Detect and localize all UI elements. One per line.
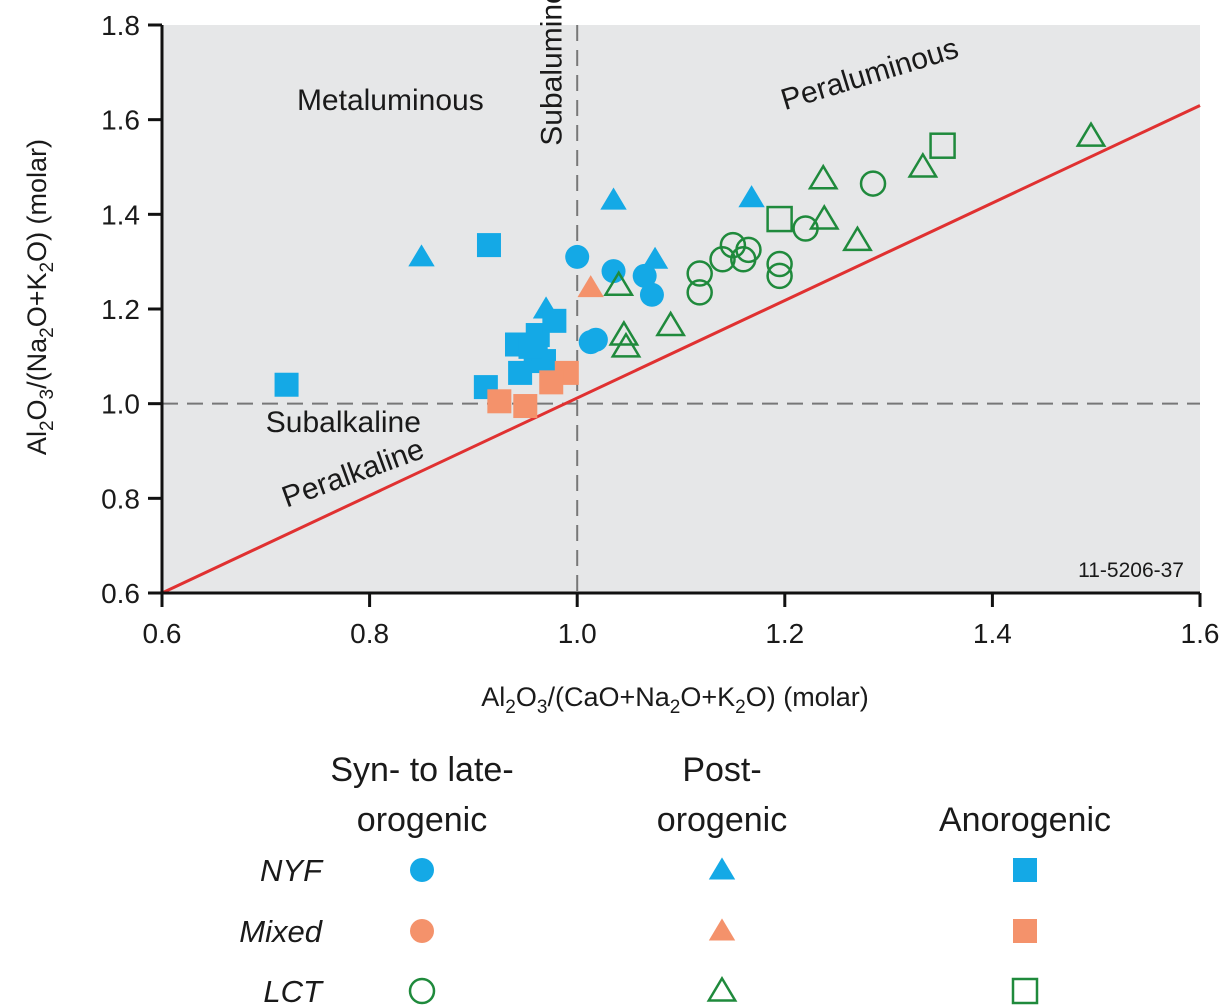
legend-marker-mixed-square — [1013, 919, 1037, 943]
axes: 0.6 0.8 1.0 1.2 1.4 1.6 0.6 0.8 1.0 1.2 1.4 1.6 1.8 A… — [22, 10, 1219, 718]
legend-marker-lct-triangle — [706, 975, 738, 1002]
data-point-nyf-triangle — [738, 185, 765, 208]
figure-code: 11-5206-37 — [1078, 559, 1184, 582]
data-point-nyf-circle — [578, 330, 603, 355]
y-tick-label: 1.6 — [101, 105, 140, 136]
data-point-lct-circle — [709, 246, 736, 273]
data-point-nyf-square — [518, 334, 543, 359]
data-point-lct-triangle — [842, 225, 873, 252]
boundary-line — [161, 104, 1201, 595]
legend-marker-nyf-triangle — [708, 857, 736, 880]
legend-marker-mixed-triangle — [708, 918, 736, 941]
data-point-lct-circle — [766, 250, 793, 278]
x-tick-label: 1.2 — [765, 618, 804, 649]
y-tick-label: 0.6 — [101, 578, 140, 609]
legend-column-header: Anorogenic — [939, 801, 1111, 839]
region-label: Subaluminous — [536, 0, 569, 146]
data-point-nyf-square — [476, 233, 501, 258]
data-point-nyf-circle — [601, 259, 626, 284]
data-point-nyf-square — [542, 308, 567, 333]
data-point-lct-triangle — [808, 204, 840, 230]
data-point-mixed-triangle — [577, 275, 604, 298]
legend-column-header: orogenic — [657, 801, 787, 839]
data-point-lct-triangle — [603, 270, 635, 297]
data-point-nyf-triangle — [641, 246, 669, 269]
data-point-mixed-square — [539, 370, 564, 395]
legend-row-label: LCT — [263, 974, 324, 1008]
data-point-lct-circle — [719, 231, 747, 259]
legend-column-header: Syn- to late- — [330, 751, 513, 789]
data-point-lct-circle — [766, 262, 793, 290]
data-point-lct-circle — [686, 260, 713, 287]
reference-lines — [161, 25, 1201, 595]
data-point-nyf-triangle — [600, 187, 627, 210]
data-point-nyf-circle — [565, 244, 590, 269]
data-point-lct-square — [766, 205, 793, 233]
legend-marker-lct-circle — [408, 977, 436, 1005]
x-tick-label: 1.6 — [1181, 618, 1220, 649]
region-label: Metaluminous — [297, 84, 484, 117]
legend-marker-nyf-square — [1013, 858, 1037, 882]
y-tick-label: 1.8 — [101, 10, 140, 41]
legend-marker-mixed-circle — [410, 919, 434, 943]
legend-marker-lct-square — [1011, 977, 1039, 1005]
data-point-nyf-circle — [639, 282, 664, 307]
y-tick-label: 1.4 — [101, 199, 140, 230]
legend-column-header: orogenic — [357, 801, 487, 839]
y-axis-label: Al2O3/(Na2O+K2O) (molar) — [22, 139, 58, 455]
legend-row-label: NYF — [260, 853, 324, 888]
x-tick-label: 1.0 — [558, 618, 597, 649]
data-point-lct-circle — [730, 246, 757, 273]
x-tick-label: 0.6 — [143, 618, 182, 649]
data-point-lct-triangle — [608, 319, 640, 346]
data-point-nyf-triangle — [408, 244, 435, 267]
x-tick-label: 0.8 — [350, 618, 389, 649]
data-point-lct-circle — [686, 279, 713, 306]
data-point-nyf-square — [508, 360, 533, 385]
legend-marker-nyf-circle — [410, 858, 434, 882]
data-point-mixed-square — [487, 389, 512, 414]
y-tick-label: 1.2 — [101, 294, 140, 325]
data-point-lct-triangle — [807, 163, 839, 190]
y-tick-label: 1.0 — [101, 389, 140, 420]
y-tick-label: 0.8 — [101, 483, 140, 514]
legend-column-header: Post- — [682, 751, 761, 789]
data-point-mixed-square — [513, 394, 538, 419]
data-point-lct-triangle — [655, 310, 687, 337]
region-label: Subalkaline — [266, 406, 421, 439]
data-point-lct-square — [929, 132, 956, 159]
data-point-lct-triangle — [610, 331, 642, 358]
legend: Syn- to late-orogenic Post-orogenic Anorog… — [239, 751, 1111, 1008]
legend-row-label: Mixed — [239, 914, 323, 949]
x-tick-label: 1.4 — [973, 618, 1012, 649]
data-point-lct-triangle — [907, 151, 939, 178]
plot-background — [162, 25, 1200, 593]
data-point-lct-triangle — [1075, 121, 1107, 147]
data-point-nyf-circle — [632, 263, 657, 288]
data-point-lct-circle — [859, 170, 887, 197]
data-points — [274, 121, 1107, 419]
x-axis-label: Al2O3/(CaO+Na2O+K2O) (molar) — [481, 682, 868, 718]
data-point-nyf-square — [274, 372, 299, 397]
